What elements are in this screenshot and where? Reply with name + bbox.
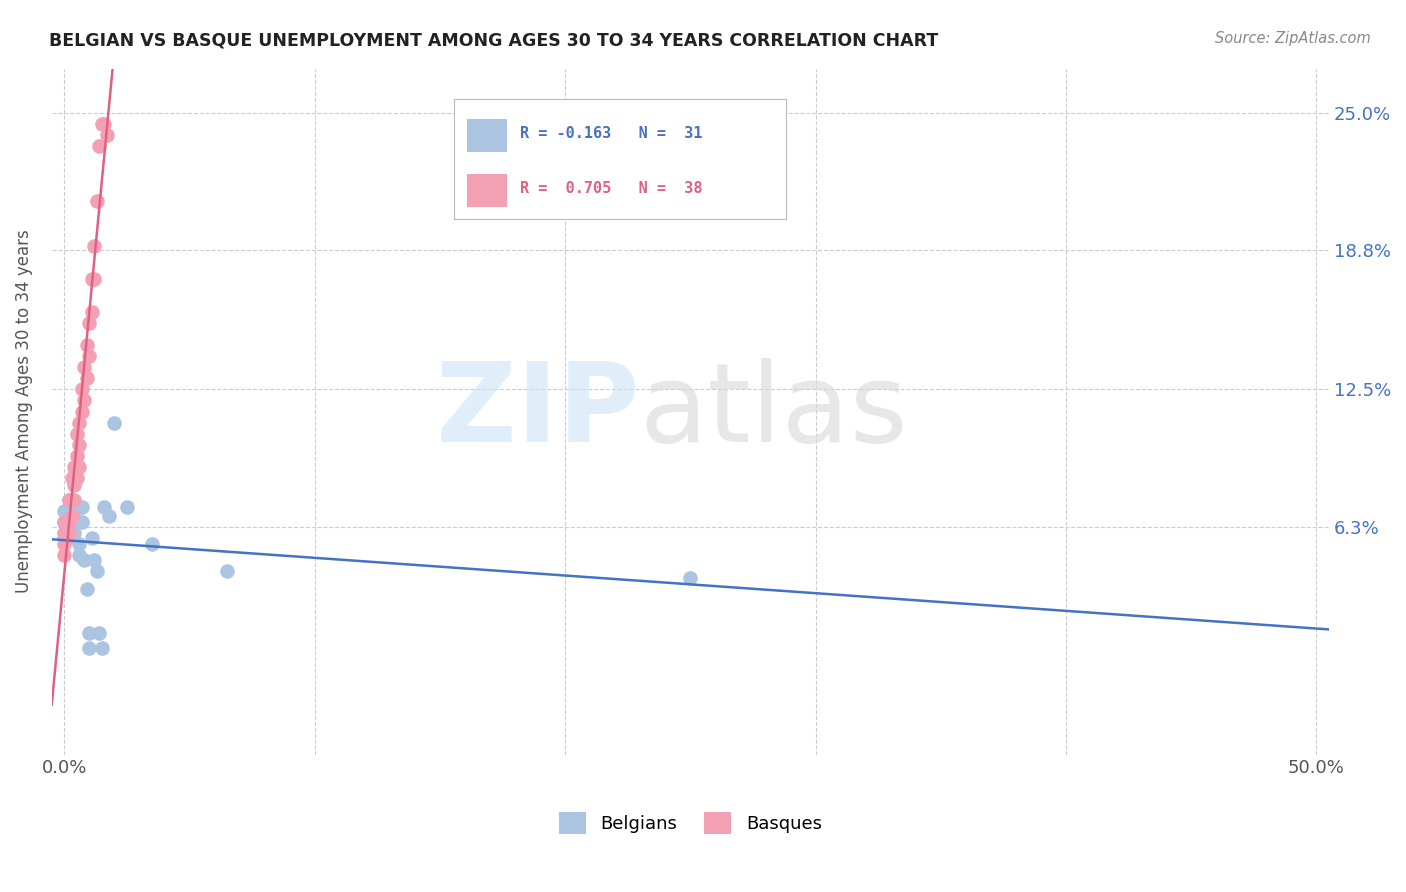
Point: [89, 139, 111, 153]
Point: [66, 449, 89, 463]
Point: [63, 459, 86, 474]
Point: [60, 519, 83, 533]
Point: [83, 272, 105, 286]
Point: [60, 493, 83, 508]
Point: [70, 515, 93, 529]
Point: [83, 553, 105, 567]
Point: [53, 531, 76, 545]
Point: [66, 498, 89, 512]
Point: [215, 564, 238, 578]
Y-axis label: Unemployment Among Ages 30 to 34 years: Unemployment Among Ages 30 to 34 years: [15, 229, 32, 593]
Point: [73, 553, 96, 567]
Point: [90, 117, 112, 131]
Point: [55, 515, 77, 529]
Point: [98, 508, 121, 523]
Point: [96, 128, 118, 142]
Point: [58, 515, 80, 529]
Point: [66, 471, 89, 485]
Point: [86, 564, 108, 578]
Text: Source: ZipAtlas.com: Source: ZipAtlas.com: [1215, 31, 1371, 46]
Point: [79, 626, 101, 640]
Point: [53, 515, 76, 529]
Point: [53, 504, 76, 518]
Text: atlas: atlas: [640, 358, 908, 465]
Point: [63, 526, 86, 541]
Point: [80, 531, 103, 545]
Point: [67, 438, 90, 452]
Point: [63, 493, 86, 508]
Text: BELGIAN VS BASQUE UNEMPLOYMENT AMONG AGES 30 TO 34 YEARS CORRELATION CHART: BELGIAN VS BASQUE UNEMPLOYMENT AMONG AGE…: [49, 31, 938, 49]
Point: [93, 117, 115, 131]
Point: [76, 371, 98, 385]
Point: [63, 477, 86, 491]
Point: [53, 549, 76, 563]
Point: [79, 316, 101, 330]
Point: [60, 508, 83, 523]
Point: [70, 500, 93, 514]
Point: [53, 537, 76, 551]
Point: [90, 641, 112, 656]
Point: [67, 537, 90, 551]
Text: ZIP: ZIP: [436, 358, 640, 465]
Point: [67, 416, 90, 430]
Point: [58, 508, 80, 523]
Point: [53, 526, 76, 541]
Point: [53, 515, 76, 529]
Point: [73, 360, 96, 375]
Point: [80, 272, 103, 286]
Point: [73, 393, 96, 408]
Point: [67, 549, 90, 563]
Point: [115, 500, 138, 514]
Point: [60, 471, 83, 485]
Legend: Belgians, Basques: Belgians, Basques: [551, 805, 830, 841]
Point: [58, 493, 80, 508]
Point: [58, 526, 80, 541]
Point: [55, 531, 77, 545]
Point: [70, 383, 93, 397]
Point: [66, 426, 89, 441]
Point: [60, 500, 83, 514]
Point: [86, 194, 108, 209]
Point: [58, 493, 80, 508]
Point: [103, 416, 125, 430]
Point: [79, 349, 101, 363]
Point: [76, 338, 98, 352]
Point: [76, 582, 98, 596]
Point: [66, 515, 89, 529]
Point: [80, 305, 103, 319]
Point: [679, 570, 702, 584]
Point: [79, 641, 101, 656]
Point: [93, 500, 115, 514]
Point: [70, 404, 93, 418]
Point: [89, 626, 111, 640]
Point: [141, 537, 163, 551]
Point: [63, 508, 86, 523]
Point: [83, 238, 105, 252]
Point: [67, 459, 90, 474]
